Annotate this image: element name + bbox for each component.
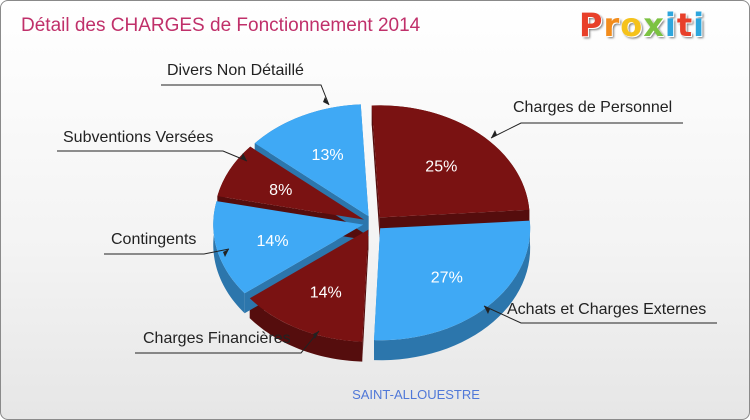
pie-slice-2[interactable] [249,229,369,342]
pie-slice-pct-label: 14% [257,233,289,250]
pie-slice-side [362,229,369,362]
callout-line [483,305,717,324]
logo-letter: x [643,6,665,44]
pie-slice-rim [213,201,245,314]
logo-letter: o [620,6,644,44]
proxiti-logo[interactable]: Proxiti [579,6,705,44]
chart-title: Détail des CHARGES de Fonctionnement 201… [21,15,421,36]
pie-slice-pct-label: 13% [312,147,344,164]
pie-slice-pct-label: 25% [425,158,457,175]
logo-letter: t [676,6,694,44]
legend-label-charges-personnel: Charges de Personnel [513,99,673,116]
legend-label-divers-non-detaille: Divers Non Détaillé [167,62,304,79]
callout-arrowhead [484,306,490,314]
pie-slice-0[interactable] [371,105,530,218]
pie-slice-rim [249,298,363,362]
callout-arrowhead [313,331,319,339]
pie-slice-pct-label: 27% [431,270,463,287]
pie-slice-rim [374,220,531,361]
callout-line [135,330,320,354]
town-name: SAINT-ALLOUESTRE [352,387,480,402]
legend-label-contingents: Contingents [111,231,197,248]
legend-label-charges-financieres: Charges Financières [143,330,291,347]
callout-line [490,122,683,139]
callout-arrowhead [491,130,497,138]
logo-letter: P [579,6,604,44]
legend-label-subventions-versees: Subventions Versées [63,129,214,146]
callout-line [104,248,230,255]
pie-slice-pct-label: 14% [310,284,342,301]
callout-line [57,150,248,162]
callout-line [161,84,330,106]
pie-slice-side [371,105,380,238]
legend-label-achats-charges-externes: Achats et Charges Externes [507,301,707,318]
logo-letter: i [693,6,706,44]
callout-arrowhead [223,249,229,257]
pie-slice-4[interactable] [217,146,365,220]
callout-arrowhead [241,153,247,161]
pie-slice-pct-label: 8% [269,182,292,199]
pie-slice-5[interactable] [254,104,369,217]
logo-letter: i [664,6,677,44]
logo-letter: r [603,6,621,44]
pie-slice-3[interactable] [213,201,364,294]
callout-arrowhead [323,97,329,105]
pie-slice-1[interactable] [374,220,531,341]
